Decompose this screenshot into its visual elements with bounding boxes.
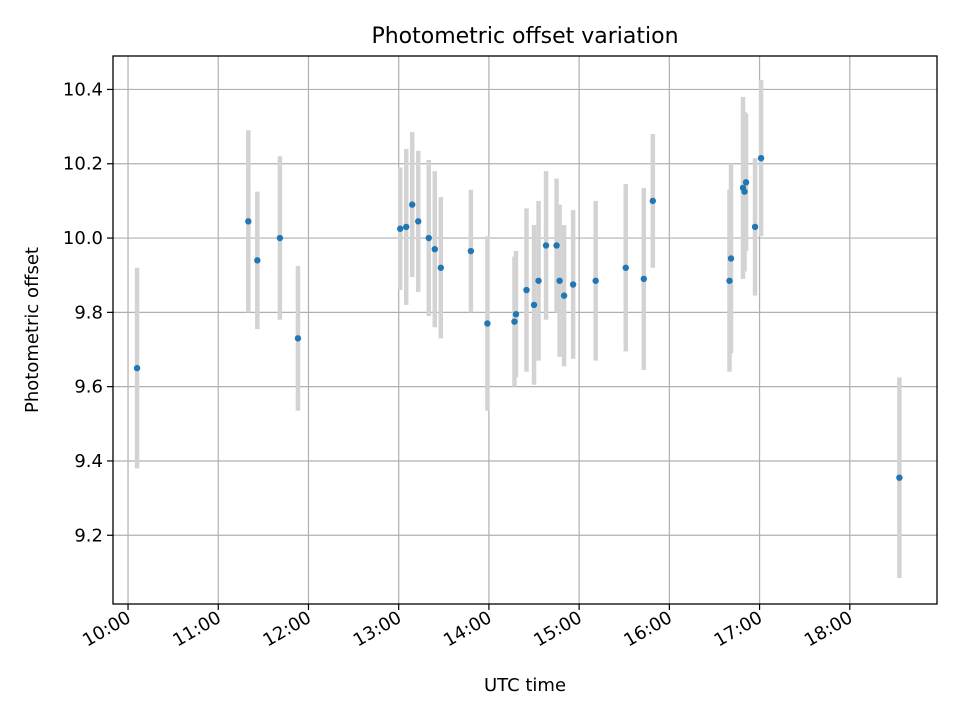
data-point	[896, 474, 903, 481]
data-point	[294, 335, 302, 342]
data-point	[415, 218, 422, 225]
y-tick-label: 10.4	[63, 79, 103, 100]
data-point	[542, 242, 550, 249]
data-point	[560, 292, 568, 299]
y-tick-label: 10.0	[63, 228, 103, 249]
data-point	[741, 188, 748, 195]
data-point	[742, 179, 750, 186]
data-point	[245, 218, 252, 225]
data-point	[425, 234, 432, 242]
y-axis-label: Photometric offset	[22, 247, 43, 413]
y-tick-label: 9.8	[74, 302, 103, 323]
y-tick-label: 9.6	[74, 377, 103, 398]
y-axis-ticks: 9.2 9.4 9.6 9.8 10.0 10.2 10.4	[63, 79, 113, 546]
data-point	[133, 364, 141, 372]
data-point	[649, 197, 657, 205]
data-point	[254, 257, 261, 264]
data-point	[530, 301, 538, 309]
data-point	[751, 223, 759, 231]
data-point	[757, 154, 765, 162]
data-point	[523, 286, 530, 294]
data-point	[512, 311, 520, 318]
data-point	[622, 264, 629, 271]
data-point	[569, 281, 577, 288]
data-point	[535, 277, 542, 284]
y-tick-label: 9.2	[74, 525, 103, 546]
data-point	[396, 225, 404, 232]
data-point	[467, 247, 475, 255]
data-point	[640, 275, 647, 283]
data-point	[276, 234, 284, 242]
data-point	[727, 255, 735, 262]
data-point	[437, 264, 444, 271]
data-point	[553, 242, 560, 249]
data-point	[556, 277, 563, 284]
data-point	[403, 223, 410, 231]
data-point	[511, 318, 518, 325]
data-point	[726, 277, 733, 284]
data-point	[431, 245, 438, 253]
data-point	[484, 320, 491, 327]
y-tick-label: 9.4	[74, 451, 103, 472]
y-tick-label: 10.2	[63, 154, 103, 175]
plot-frame	[112, 55, 938, 605]
data-point	[592, 277, 599, 284]
data-point	[409, 201, 416, 208]
x-axis-label: UTC time	[484, 675, 566, 696]
chart-title: Photometric offset variation	[371, 24, 678, 49]
data-points	[133, 154, 903, 481]
